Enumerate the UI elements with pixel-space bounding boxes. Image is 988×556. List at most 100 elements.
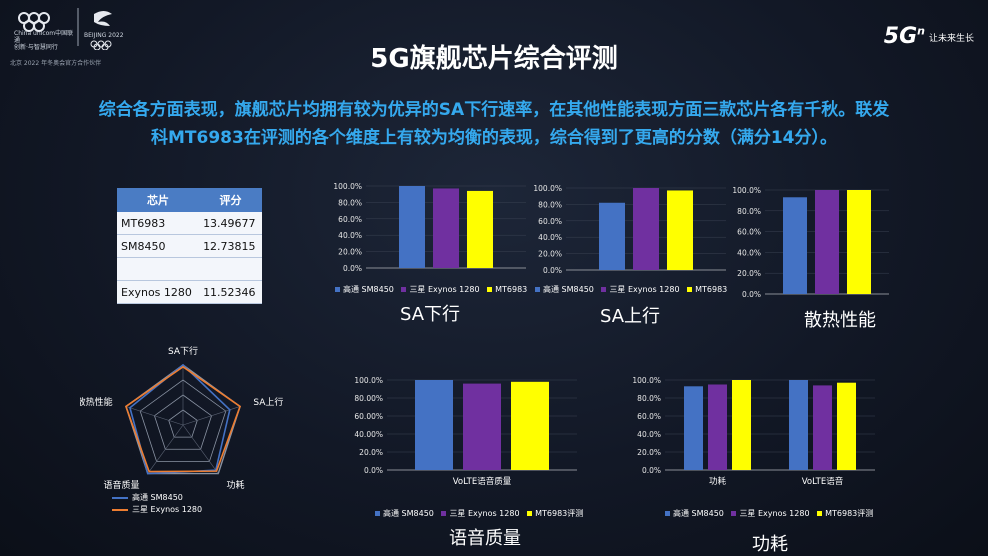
y-tick-label: 20.0%: [359, 448, 383, 457]
radar-axis-label: 散热性能: [80, 396, 113, 408]
legend-label: 高通 SM8450: [132, 493, 183, 502]
legend-label: 高通 SM8450: [543, 285, 594, 294]
radar-spoke: [182, 424, 219, 474]
radar-axis-label: 功耗: [226, 480, 244, 491]
chart-sa-uplink: 0.0% 20.0% 40.0% 60.0% 80.0% 100.0%: [533, 184, 726, 275]
table-row-spacer: [117, 257, 262, 281]
legend-label: 三星 Exynos 1280: [409, 285, 480, 294]
bar: [783, 197, 807, 294]
chip-score: 11.52346: [199, 280, 262, 304]
y-tick-label: 80.0%: [538, 200, 562, 209]
legend-line-sm8450: [112, 496, 128, 499]
y-tick-label: 100.0%: [333, 182, 362, 191]
y-tick-label: 60.00%: [354, 412, 383, 421]
legend-swatch-sm8450: [375, 511, 380, 516]
legend-swatch-sm8450: [535, 287, 540, 292]
legend-label: 三星 Exynos 1280: [132, 505, 203, 514]
radar-grid-ring: [139, 379, 227, 462]
legend-swatch-sm8450: [665, 511, 670, 516]
table-row: Exynos 1280 11.52346: [117, 280, 262, 304]
caption-sa-uplink: SA上行: [599, 306, 661, 327]
legend-swatch-sm8450: [335, 287, 340, 292]
radar-axis-label: SA上行: [253, 396, 283, 408]
legend-line-exynos: [112, 508, 128, 511]
bar: [511, 381, 549, 470]
partner-note: 北京 2022 年冬奥会官方合作伙伴: [10, 60, 102, 67]
bar: [789, 380, 808, 470]
bar: [813, 385, 832, 470]
legend-radar: 高通 SM8450 三星 Exynos 1280: [112, 492, 202, 516]
chart-sa-downlink: 0.0% 20.0% 40.0% 60.0% 80.0% 100.0%: [333, 182, 526, 273]
bar: [837, 382, 856, 470]
y-tick-label: 0.0%: [343, 264, 362, 273]
caption-power: 功耗: [752, 534, 788, 555]
y-tick-label: 80.0%: [737, 207, 761, 216]
y-tick-label: 40.0%: [338, 231, 362, 240]
y-tick-label: 60.0%: [338, 215, 362, 224]
legend-label: MT6983评测: [825, 509, 874, 518]
brand-5g-text: 5G: [883, 24, 918, 49]
y-tick-label: 80.00%: [354, 394, 383, 403]
y-tick-label: 0.0%: [742, 290, 761, 299]
y-tick-label: 100.0%: [354, 376, 383, 385]
chart-voice-quality: 0.0% 20.0% 40.00% 60.00% 80.00% 100.0% VoLTE语音…: [354, 376, 577, 487]
chip-score: 12.73815: [199, 234, 262, 258]
summary-line-2: 科MT6983在评测的各个维度上有较为均衡的表现，综合得到了更高的分数（满分14…: [151, 128, 837, 148]
bar: [415, 380, 453, 470]
y-tick-label: 0.0%: [364, 466, 383, 475]
y-tick-label: 100.0%: [533, 184, 562, 193]
table-row: SM8450 12.73815: [117, 234, 262, 258]
page-title: 5G旗舰芯片综合评测: [370, 44, 618, 74]
bar: [732, 380, 751, 470]
y-tick-label: 60.0%: [637, 412, 661, 421]
summary-text: 综合各方面表现，旗舰芯片均拥有较为优异的SA下行速率，在其他性能表现方面三款芯片…: [8, 96, 980, 152]
y-tick-label: 20.0%: [538, 250, 562, 259]
y-tick-label: 80.0%: [637, 394, 661, 403]
bar: [667, 190, 693, 270]
radar-grid-ring: [153, 394, 213, 450]
y-tick-label: 20.0%: [737, 269, 761, 278]
y-tick-label: 0.0%: [642, 466, 661, 475]
bar: [599, 202, 625, 270]
chart-cooling: 0.0% 20.0% 40.0% 60.0% 80.0% 100.0%: [732, 186, 889, 299]
y-tick-label: 0.0%: [543, 266, 562, 275]
table-row: MT6983 13.49677: [117, 212, 262, 235]
y-tick-label: 100.0%: [732, 186, 761, 195]
summary-line-1: 综合各方面表现，旗舰芯片均拥有较为优异的SA下行速率，在其他性能表现方面三款芯片…: [98, 100, 890, 120]
y-tick-label: 40.00%: [354, 430, 383, 439]
legend-label: 三星 Exynos 1280: [609, 285, 680, 294]
legend-swatch-exynos: [401, 287, 407, 292]
legend-label: MT6983: [695, 285, 728, 294]
legend-label: MT6983: [495, 285, 528, 294]
legend-sa-downlink: 高通 SM8450 三星 Exynos 1280 MT6983: [330, 284, 527, 295]
chip-score: 13.49677: [199, 212, 262, 235]
bar: [399, 186, 425, 268]
x-tick-label: VoLTE语音: [802, 476, 844, 487]
winter-olympics-emblem: [94, 11, 112, 26]
unicom-tagline: 创新·与智慧同行: [14, 44, 58, 51]
legend-power: 高通 SM8450 三星 Exynos 1280 MT6983评测: [660, 508, 873, 519]
legend-swatch-exynos: [731, 511, 737, 516]
radar-grid-ring: [168, 409, 198, 438]
legend-swatch-exynos: [601, 287, 607, 292]
legend-label: 高通 SM8450: [343, 285, 394, 294]
bar: [708, 384, 727, 470]
legend-label: 高通 SM8450: [383, 509, 434, 518]
header-chip: 芯片: [117, 188, 200, 212]
bar: [847, 190, 871, 294]
caption-sa-downlink: SA下行: [399, 304, 461, 325]
y-tick-label: 40.0%: [538, 233, 562, 242]
legend-swatch-exynos: [441, 511, 447, 516]
y-tick-label: 40.0%: [737, 248, 761, 257]
radar-spoke: [147, 424, 184, 474]
chip-name: MT6983: [117, 212, 200, 235]
legend-swatch-mt6983: [527, 511, 533, 516]
bar: [684, 386, 703, 470]
radar-spoke: [125, 406, 184, 426]
legend-row: 三星 Exynos 1280: [112, 504, 202, 516]
radar-series: [129, 363, 231, 475]
y-tick-label: 80.0%: [338, 198, 362, 207]
radar-series: [124, 365, 242, 473]
y-tick-label: 40.0%: [637, 430, 661, 439]
legend-label: MT6983评测: [535, 509, 584, 518]
